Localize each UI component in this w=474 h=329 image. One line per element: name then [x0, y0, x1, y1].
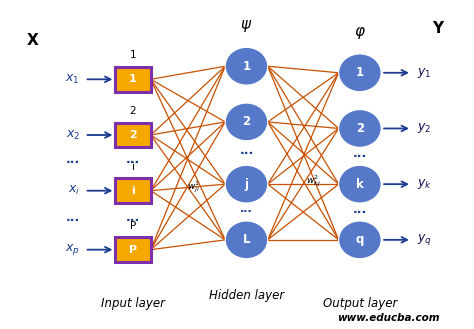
Text: $y_1$: $y_1$ [417, 66, 431, 80]
FancyBboxPatch shape [115, 67, 151, 91]
Text: $x_i$: $x_i$ [68, 184, 80, 197]
FancyBboxPatch shape [115, 178, 151, 203]
Text: 1: 1 [356, 66, 364, 79]
Text: $x_2$: $x_2$ [65, 128, 80, 141]
Text: P: P [130, 221, 136, 231]
Text: Y: Y [432, 21, 443, 36]
Ellipse shape [225, 165, 268, 203]
Text: ···: ··· [126, 156, 140, 169]
Text: 1: 1 [130, 50, 137, 61]
Ellipse shape [338, 165, 381, 203]
Text: Output layer: Output layer [323, 297, 397, 310]
Text: P: P [129, 245, 137, 255]
Text: 1: 1 [129, 74, 137, 84]
Text: q: q [356, 233, 364, 246]
Text: i: i [131, 186, 135, 196]
Text: 1: 1 [242, 60, 251, 73]
Text: $x_p$: $x_p$ [65, 242, 80, 257]
Text: $y_q$: $y_q$ [417, 232, 431, 247]
Text: ···: ··· [353, 206, 367, 218]
Text: ···: ··· [65, 156, 80, 169]
Text: ···: ··· [239, 146, 254, 160]
Text: L: L [243, 233, 250, 246]
Text: k: k [356, 178, 364, 191]
Text: 2: 2 [242, 115, 251, 128]
Text: www.educba.com: www.educba.com [337, 314, 439, 323]
Text: 2: 2 [129, 130, 137, 140]
FancyBboxPatch shape [115, 238, 151, 262]
Text: i: i [131, 162, 135, 172]
Ellipse shape [225, 47, 268, 85]
Text: $x_1$: $x_1$ [65, 73, 80, 86]
Ellipse shape [338, 221, 381, 259]
Text: ···: ··· [126, 214, 140, 227]
Text: X: X [27, 33, 38, 47]
Ellipse shape [225, 221, 268, 259]
Text: $y_2$: $y_2$ [417, 121, 431, 136]
Text: $w^2_{kj}$: $w^2_{kj}$ [306, 173, 320, 189]
Text: Hidden layer: Hidden layer [209, 289, 284, 302]
Ellipse shape [225, 103, 268, 141]
Text: Input layer: Input layer [101, 297, 165, 310]
Text: $\varphi$: $\varphi$ [354, 25, 366, 41]
Text: 2: 2 [356, 122, 364, 135]
Text: $y_k$: $y_k$ [417, 177, 432, 191]
Text: j: j [245, 178, 248, 191]
Text: ···: ··· [65, 214, 80, 227]
Text: $\psi$: $\psi$ [240, 18, 253, 34]
Ellipse shape [338, 110, 381, 147]
Text: $w^1_{ji}$: $w^1_{ji}$ [187, 180, 201, 195]
Text: ···: ··· [353, 150, 367, 163]
Text: ···: ··· [240, 207, 253, 217]
FancyBboxPatch shape [115, 123, 151, 147]
Ellipse shape [338, 54, 381, 91]
Text: 2: 2 [130, 106, 137, 116]
